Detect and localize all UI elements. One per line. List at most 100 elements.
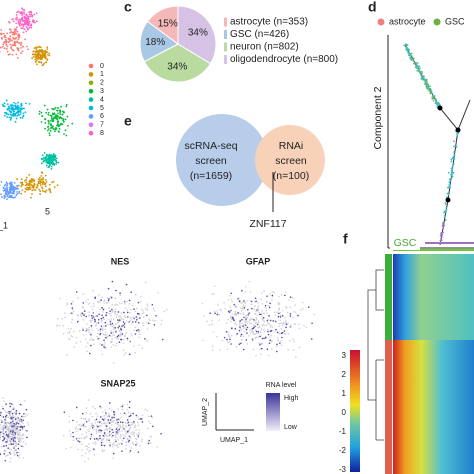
cell-dot [109, 426, 112, 429]
cell-dot [445, 208, 448, 211]
cell-dot [97, 421, 100, 423]
cell-dot [32, 178, 34, 181]
cell-dot [65, 103, 68, 106]
cell-dot [408, 51, 411, 54]
cell-dot [84, 418, 87, 421]
cell-dot [139, 314, 141, 316]
cell-dot [17, 426, 19, 429]
cell-dot [72, 330, 75, 333]
cell-dot [43, 56, 46, 59]
cell-dot [33, 50, 35, 53]
cell-dot [121, 426, 124, 429]
cell-dot [280, 328, 283, 330]
cell-dot [117, 421, 120, 424]
cell-dot [16, 106, 18, 109]
scale-label: -2 [339, 446, 347, 455]
cell-dot [76, 320, 79, 323]
cell-dot [112, 445, 114, 448]
cell-dot [136, 317, 139, 320]
cell-dot [110, 409, 113, 412]
cell-dot [111, 308, 113, 311]
cell-dot [7, 432, 10, 434]
cell-dot [78, 437, 81, 440]
cell-dot [267, 330, 269, 333]
cell-dot [9, 461, 11, 463]
legend-dot [433, 18, 441, 26]
cell-dot [141, 440, 143, 443]
cell-dot [442, 222, 444, 225]
cell-dot [13, 181, 16, 184]
cell-dot [81, 454, 84, 457]
cell-dot [230, 343, 232, 345]
cell-dot [124, 425, 127, 427]
cell-dot [66, 354, 68, 356]
cell-dot [307, 306, 310, 308]
cell-dot [88, 430, 91, 433]
cell-dot [10, 403, 13, 405]
cell-dot [102, 438, 105, 441]
cell-dot [95, 428, 98, 431]
cell-dot [302, 308, 304, 310]
cell-dot [285, 326, 287, 329]
cell-dot [104, 424, 107, 426]
cell-dot [263, 328, 265, 331]
cell-dot [121, 450, 123, 452]
cell-dot [70, 303, 73, 305]
cell-dot [313, 313, 316, 316]
colorbar [350, 350, 360, 472]
cell-dot [90, 305, 93, 308]
cell-dot [116, 335, 119, 338]
cell-dot [37, 61, 40, 63]
cell-dot [117, 326, 120, 329]
cell-dot [129, 436, 132, 438]
cell-dot [70, 327, 72, 330]
cell-dot [8, 410, 10, 413]
cell-dot [263, 290, 265, 292]
cell-dot [49, 158, 52, 161]
cell-dot [13, 30, 16, 33]
cell-dot [278, 325, 280, 328]
cell-dot [274, 314, 277, 317]
legend-dot [377, 18, 385, 26]
cell-dot [408, 53, 411, 56]
cell-dot [230, 298, 233, 301]
cell-dot [0, 414, 2, 417]
cell-dot [12, 190, 15, 193]
cell-dot [113, 411, 115, 413]
cell-dot [121, 408, 124, 411]
cell-dot [90, 433, 93, 436]
cell-dot [117, 429, 119, 432]
cell-dot [124, 316, 127, 319]
cell-dot [94, 421, 97, 424]
cell-dot [90, 337, 93, 339]
cell-dot [263, 324, 266, 327]
cell-dot [45, 181, 48, 183]
cell-dot [13, 454, 16, 456]
cell-dot [101, 418, 104, 420]
cell-dot [40, 121, 43, 123]
cell-dot [278, 302, 281, 305]
cell-dot [24, 180, 26, 182]
cell-dot [239, 327, 242, 330]
cell-dot [146, 427, 149, 430]
cell-dot [150, 435, 153, 438]
feature-title: SNAP25 [100, 378, 135, 388]
cell-dot [229, 316, 232, 318]
cell-dot [123, 335, 126, 337]
cell-dot [25, 188, 28, 191]
cell-dot [405, 47, 408, 50]
cell-dot [101, 411, 104, 413]
cell-dot [78, 441, 81, 443]
cell-dot [19, 403, 22, 406]
cell-dot [11, 412, 14, 415]
cell-dot [126, 309, 129, 312]
cell-dot [53, 108, 56, 111]
cell-dot [227, 331, 230, 334]
cell-dot [251, 307, 253, 310]
cell-dot [89, 339, 91, 341]
cell-dot [0, 433, 2, 436]
cell-dot [110, 330, 113, 332]
cell-dot [40, 48, 43, 51]
cell-dot [4, 36, 7, 39]
cell-dot [263, 320, 266, 323]
